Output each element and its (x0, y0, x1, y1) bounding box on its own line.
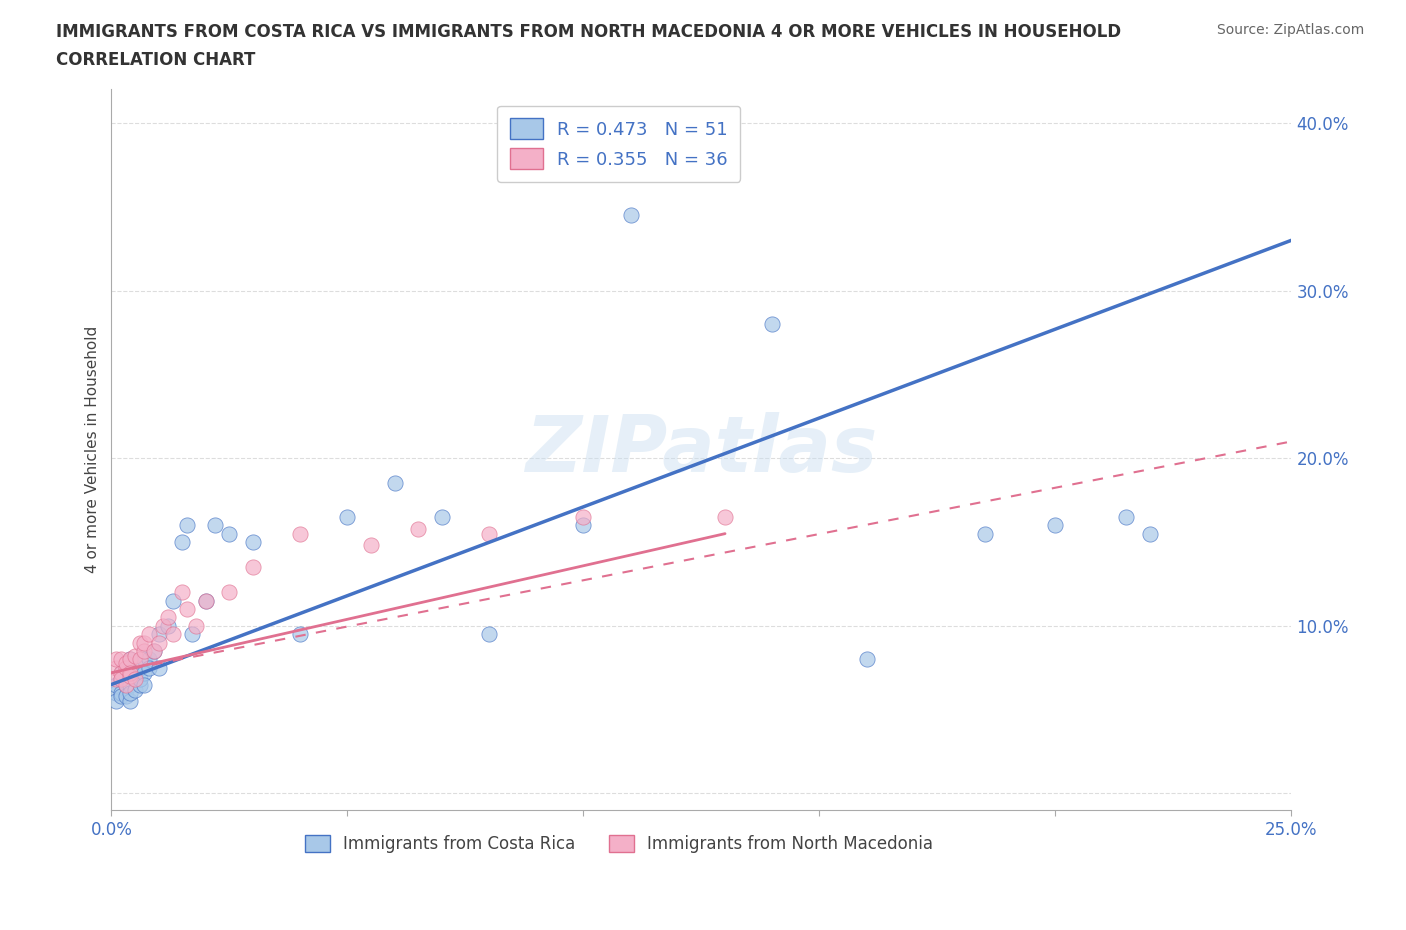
Point (172, 585, 194, 600)
Point (152, 618, 174, 633)
Point (761, 316, 783, 331)
Point (124, 648, 146, 663)
Point (114, 660, 136, 675)
Point (194, 593, 217, 608)
Point (162, 627, 184, 642)
Point (110, 652, 132, 667)
Point (105, 660, 128, 675)
Point (120, 685, 142, 700)
Point (128, 672, 150, 687)
Point (162, 593, 184, 608)
Point (105, 694, 128, 709)
Point (110, 665, 132, 680)
Point (186, 618, 208, 633)
Point (142, 644, 165, 658)
Point (148, 635, 170, 650)
Point (114, 669, 136, 684)
Point (124, 682, 146, 697)
Point (176, 602, 198, 617)
Point (105, 652, 128, 667)
Point (172, 535, 194, 550)
Text: Source: ZipAtlas.com: Source: ZipAtlas.com (1216, 23, 1364, 37)
Point (124, 672, 146, 687)
Point (336, 510, 359, 525)
Point (204, 518, 226, 533)
Point (105, 685, 128, 700)
Point (110, 685, 132, 700)
Point (384, 476, 406, 491)
Point (134, 677, 156, 692)
Point (134, 652, 156, 667)
Point (120, 652, 142, 667)
Text: ZIPatlas: ZIPatlas (526, 412, 877, 488)
Point (430, 510, 453, 525)
Point (148, 627, 170, 642)
Point (120, 665, 142, 680)
Point (714, 510, 737, 525)
Point (138, 652, 160, 667)
Point (973, 526, 995, 541)
Point (110, 672, 132, 687)
Point (110, 689, 132, 704)
Point (478, 627, 501, 642)
Point (360, 538, 382, 552)
Point (572, 510, 595, 525)
Point (128, 652, 150, 667)
Point (105, 672, 128, 687)
Point (157, 618, 180, 633)
Point (406, 521, 429, 536)
Point (242, 560, 264, 575)
Point (110, 665, 132, 680)
Point (572, 518, 595, 533)
Point (1115, 510, 1137, 525)
Point (134, 635, 156, 650)
Point (1139, 526, 1161, 541)
Point (128, 677, 150, 692)
Point (114, 689, 136, 704)
Point (478, 526, 501, 541)
Text: IMMIGRANTS FROM COSTA RICA VS IMMIGRANTS FROM NORTH MACEDONIA 4 OR MORE VEHICLES: IMMIGRANTS FROM COSTA RICA VS IMMIGRANTS… (56, 23, 1122, 41)
Point (114, 677, 136, 692)
Point (157, 610, 180, 625)
Point (180, 627, 202, 642)
Point (148, 660, 170, 675)
Point (138, 627, 160, 642)
Point (855, 652, 877, 667)
Point (120, 677, 142, 692)
Point (128, 660, 150, 675)
Point (114, 660, 136, 675)
Legend: Immigrants from Costa Rica, Immigrants from North Macedonia: Immigrants from Costa Rica, Immigrants f… (298, 828, 939, 859)
Y-axis label: 4 or more Vehicles in Household: 4 or more Vehicles in Household (86, 326, 100, 574)
Point (114, 656, 136, 671)
Point (120, 652, 142, 667)
Point (218, 526, 240, 541)
Point (290, 627, 312, 642)
Point (114, 677, 136, 692)
Point (120, 694, 142, 709)
Point (194, 593, 217, 608)
Point (1045, 518, 1067, 533)
Point (176, 518, 198, 533)
Point (620, 207, 643, 222)
Point (134, 644, 156, 658)
Point (138, 660, 160, 675)
Point (218, 585, 240, 600)
Point (290, 526, 312, 541)
Point (128, 635, 150, 650)
Point (120, 669, 142, 684)
Point (134, 665, 156, 680)
Text: CORRELATION CHART: CORRELATION CHART (56, 51, 256, 69)
Point (105, 677, 128, 692)
Point (124, 669, 146, 684)
Point (110, 672, 132, 687)
Point (124, 665, 146, 680)
Point (242, 535, 264, 550)
Point (142, 644, 165, 658)
